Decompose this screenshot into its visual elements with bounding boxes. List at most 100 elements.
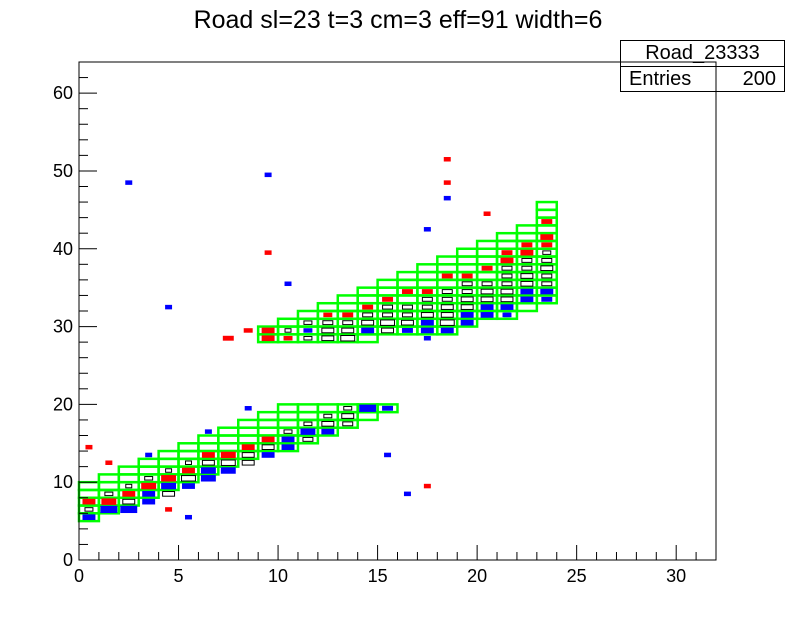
hit-blue bbox=[82, 514, 96, 521]
hit-red bbox=[540, 234, 554, 240]
hit-box bbox=[342, 320, 354, 326]
road-cell bbox=[495, 231, 519, 243]
hit-blue bbox=[420, 319, 434, 326]
hit-blue bbox=[384, 452, 392, 458]
hit-blue bbox=[500, 304, 514, 310]
road-cell bbox=[97, 473, 121, 484]
hit-box bbox=[501, 265, 513, 271]
stats-entries-value: 200 bbox=[742, 68, 776, 90]
road-cell bbox=[157, 449, 180, 461]
road-cell bbox=[197, 434, 220, 445]
hit-blue bbox=[540, 288, 554, 295]
hit-box bbox=[501, 273, 513, 279]
hit-box bbox=[241, 459, 255, 466]
road-cell bbox=[316, 403, 340, 414]
hit-layer bbox=[82, 157, 554, 521]
hit-blue bbox=[440, 327, 454, 334]
hit-box bbox=[480, 288, 494, 295]
hit-blue bbox=[401, 328, 413, 333]
hit-blue bbox=[281, 444, 295, 451]
hit-red bbox=[141, 482, 157, 490]
hit-blue bbox=[182, 483, 195, 489]
hit-blue bbox=[503, 312, 511, 318]
hit-box bbox=[440, 312, 454, 318]
hit-box bbox=[461, 289, 473, 294]
hit-box bbox=[181, 475, 196, 482]
hit-red bbox=[481, 265, 493, 271]
road-cell bbox=[276, 403, 300, 414]
hit-red bbox=[461, 273, 473, 279]
road-cell bbox=[276, 317, 300, 328]
hit-box bbox=[283, 429, 293, 434]
y-tick-label: 40 bbox=[53, 239, 73, 259]
road-outline-layer bbox=[77, 200, 558, 523]
hit-blue bbox=[165, 304, 173, 310]
hit-red bbox=[401, 289, 413, 294]
hit-blue bbox=[244, 406, 252, 411]
hit-red bbox=[165, 507, 173, 512]
hit-box bbox=[241, 452, 255, 458]
road-cell bbox=[336, 294, 359, 305]
hit-box bbox=[541, 273, 553, 279]
hit-blue bbox=[200, 467, 216, 474]
hit-box bbox=[520, 280, 534, 287]
hit-box bbox=[501, 281, 513, 287]
x-tick-label: 5 bbox=[174, 566, 184, 586]
hit-box bbox=[439, 319, 455, 326]
hit-box bbox=[84, 507, 94, 512]
hit-box bbox=[322, 320, 334, 326]
hit-box bbox=[321, 335, 335, 342]
hit-box bbox=[382, 312, 394, 318]
hit-red bbox=[261, 335, 275, 342]
stats-histogram-name: Road_23333 bbox=[621, 41, 784, 67]
hit-box bbox=[144, 476, 154, 481]
hit-blue bbox=[480, 304, 494, 310]
hit-box bbox=[521, 257, 533, 263]
hit-blue bbox=[220, 467, 236, 474]
hit-box bbox=[441, 296, 453, 302]
hit-blue bbox=[361, 327, 375, 334]
hit-box bbox=[541, 281, 553, 287]
hit-red bbox=[243, 328, 253, 333]
road-cell bbox=[416, 263, 439, 274]
hit-blue bbox=[300, 428, 316, 435]
x-tick-label: 15 bbox=[368, 566, 388, 586]
hit-box bbox=[162, 491, 176, 497]
hit-red bbox=[220, 451, 236, 459]
hit-blue bbox=[423, 227, 431, 232]
hit-box bbox=[220, 459, 236, 466]
hit-red bbox=[521, 242, 533, 248]
hit-box bbox=[521, 265, 533, 271]
hit-red bbox=[161, 475, 177, 482]
hit-red bbox=[264, 250, 272, 255]
x-tick-label: 30 bbox=[666, 566, 686, 586]
stats-box: Road_23333 Entries 200 bbox=[620, 40, 785, 92]
road-cell bbox=[237, 418, 260, 429]
hit-box bbox=[341, 327, 355, 334]
road-cell bbox=[475, 239, 499, 250]
hit-box bbox=[540, 265, 554, 272]
road-cell bbox=[177, 442, 200, 453]
hit-blue bbox=[142, 491, 156, 497]
y-tick-label: 60 bbox=[53, 83, 73, 103]
hit-blue bbox=[423, 335, 431, 341]
hit-blue bbox=[125, 180, 133, 185]
road-cell bbox=[296, 309, 320, 321]
hit-blue bbox=[541, 296, 553, 302]
hit-box bbox=[201, 459, 215, 466]
hit-blue bbox=[200, 475, 216, 482]
hit-blue bbox=[184, 514, 192, 520]
hit-box bbox=[125, 483, 133, 489]
hit-blue bbox=[420, 327, 434, 334]
hit-red bbox=[541, 219, 553, 224]
hit-blue bbox=[145, 452, 153, 458]
hit-red bbox=[283, 335, 293, 341]
hit-red bbox=[382, 296, 394, 302]
hit-box bbox=[400, 319, 414, 326]
hit-box bbox=[421, 304, 433, 310]
hit-red bbox=[182, 467, 195, 474]
hit-box bbox=[500, 288, 514, 295]
hit-box bbox=[323, 413, 333, 419]
hit-red bbox=[541, 242, 553, 248]
